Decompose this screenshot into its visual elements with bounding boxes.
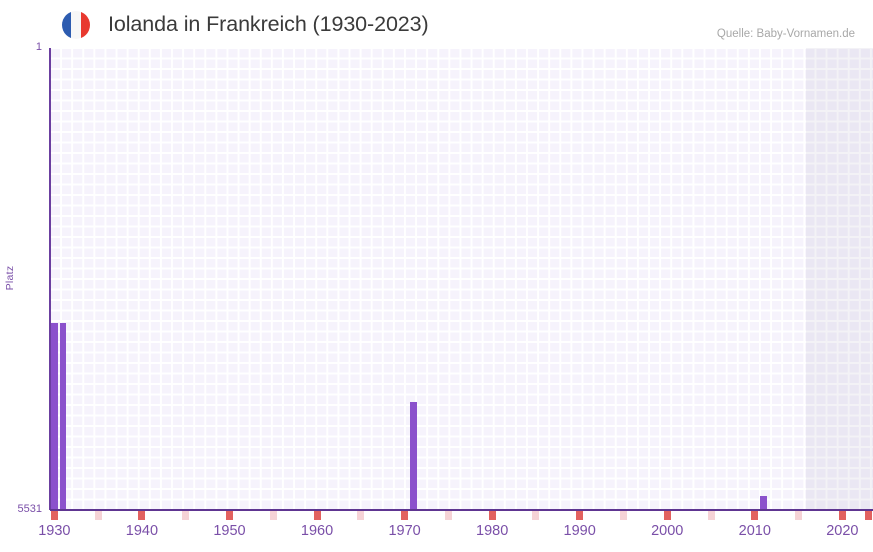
- y-axis-tick-top: 1: [35, 41, 42, 53]
- x-axis-tick-label: 2020: [826, 523, 859, 539]
- bar: [760, 495, 767, 510]
- y-axis-title: Platz: [4, 265, 16, 291]
- x-axis-tick-major: [488, 511, 496, 520]
- x-axis-tick-major: [401, 511, 409, 520]
- x-axis-tick-minor: [444, 511, 452, 520]
- x-axis-tick-label: 2000: [651, 523, 684, 539]
- x-axis-tick-major: [313, 511, 321, 520]
- x-axis-tick-label: 1940: [125, 523, 159, 539]
- bar: [59, 322, 67, 510]
- source-attribution: Quelle: Baby-Vornamen.de: [716, 28, 855, 40]
- x-axis-tick-minor: [357, 511, 365, 520]
- x-axis-tick-major: [576, 511, 584, 520]
- x-axis-tick-minor: [94, 511, 102, 520]
- x-axis-tick-major: [50, 511, 58, 520]
- x-axis-tick-label: 1970: [388, 523, 421, 539]
- x-axis-tick-strip: [50, 511, 873, 520]
- flag-band-white: [71, 11, 81, 39]
- x-axis-tick-label: 1990: [563, 523, 596, 539]
- x-axis-tick-label: 1930: [38, 523, 71, 539]
- flag-france-circle-icon: [62, 11, 90, 39]
- x-axis-tick-major: [751, 511, 759, 520]
- x-axis-tick-minor: [795, 511, 803, 520]
- bar: [410, 402, 417, 510]
- flag-band-red: [80, 11, 90, 39]
- x-axis-tick-major: [138, 511, 146, 520]
- x-axis-tick-major: [865, 511, 873, 520]
- x-axis-labels: 1930 1940 1950 1960 1970 1980 1990 2000 2010 2020: [0, 523, 873, 547]
- bar: [51, 322, 58, 510]
- x-axis-tick-major: [838, 511, 846, 520]
- x-axis-tick-minor: [619, 511, 627, 520]
- x-axis-tick-minor: [532, 511, 540, 520]
- bar-series: [50, 48, 873, 510]
- x-axis-tick-minor: [707, 511, 715, 520]
- x-axis-tick-label: 1950: [213, 523, 246, 539]
- x-axis-tick-major: [225, 511, 233, 520]
- plot-area: [50, 48, 873, 510]
- chart-header: Iolanda in Frankreich (1930-2023) Quelle…: [0, 0, 873, 46]
- y-axis-tick-bottom: 5531: [17, 503, 42, 515]
- x-axis-tick-label: 2010: [738, 523, 771, 539]
- x-axis-tick-label: 1980: [476, 523, 509, 539]
- x-axis-tick-minor: [182, 511, 190, 520]
- page-title: Iolanda in Frankreich (1930-2023): [108, 12, 429, 36]
- x-axis-line: [50, 509, 873, 511]
- y-axis-line: [49, 48, 51, 510]
- x-axis-tick-minor: [269, 511, 277, 520]
- shaded-region-recent-years: [806, 48, 873, 510]
- x-axis-tick-label: 1960: [300, 523, 334, 539]
- flag-band-blue: [62, 11, 72, 39]
- x-axis-tick-major: [663, 511, 671, 520]
